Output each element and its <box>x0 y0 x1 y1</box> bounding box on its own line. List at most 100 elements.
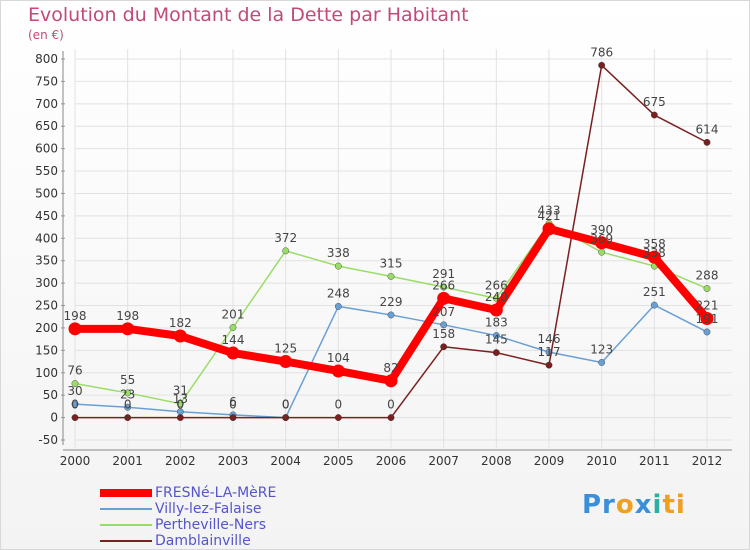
y-tick-label: 650 <box>35 119 58 133</box>
series-lines <box>68 61 714 421</box>
logo-letter: Pr <box>582 490 616 520</box>
data-point <box>387 272 395 280</box>
y-tick-label: 250 <box>35 299 58 313</box>
y-tick-label: 150 <box>35 343 58 357</box>
y-tick-label: 450 <box>35 209 58 223</box>
data-point <box>650 111 658 119</box>
data-point <box>700 312 714 326</box>
data-label: 288 <box>696 268 719 282</box>
legend-label: Villy-lez-Falaise <box>155 501 262 517</box>
data-label: 158 <box>432 327 455 341</box>
y-tick-label: 750 <box>35 74 58 88</box>
data-label: 358 <box>643 237 666 251</box>
data-point <box>545 361 553 369</box>
y-tick-label: 200 <box>35 321 58 335</box>
data-label: 117 <box>538 345 561 359</box>
data-label: 338 <box>643 246 666 260</box>
y-tick-label: -50 <box>38 433 58 447</box>
y-tick-label: 500 <box>35 186 58 200</box>
data-point <box>598 61 606 69</box>
y-tick-label: 400 <box>35 231 58 245</box>
y-tick-label: 600 <box>35 142 58 156</box>
data-label: 229 <box>380 295 403 309</box>
data-point <box>334 262 342 270</box>
data-label: 82 <box>383 361 398 375</box>
data-label: 55 <box>120 373 135 387</box>
data-point <box>437 291 451 305</box>
data-point <box>650 301 658 309</box>
data-point <box>173 329 187 343</box>
axes: -500501001502002503003504004505005506006… <box>35 51 732 468</box>
data-label: 221 <box>696 299 719 313</box>
data-label: 23 <box>120 387 135 401</box>
data-point <box>282 247 290 255</box>
legend-swatch <box>100 508 152 510</box>
data-label: 183 <box>485 316 508 330</box>
data-point <box>492 332 500 339</box>
data-point <box>703 285 711 292</box>
data-point <box>124 414 132 421</box>
x-tick-label: 2008 <box>481 454 512 468</box>
data-label: 0 <box>71 398 79 412</box>
data-label: 201 <box>222 307 245 321</box>
data-label: 786 <box>590 45 613 59</box>
data-label: 76 <box>67 364 82 378</box>
data-label: 182 <box>169 316 192 330</box>
data-point <box>489 303 503 317</box>
data-point <box>176 400 184 408</box>
data-point <box>331 364 345 378</box>
data-label: 291 <box>432 267 455 281</box>
y-tick-label: 50 <box>43 388 58 402</box>
data-point <box>124 403 132 411</box>
data-point <box>71 380 79 387</box>
x-tick-label: 2007 <box>428 454 459 468</box>
y-tick-label: 100 <box>35 366 58 380</box>
data-point <box>647 250 661 264</box>
data-point <box>440 343 448 351</box>
data-label: 614 <box>696 122 719 136</box>
data-label: 266 <box>485 278 508 292</box>
x-tick-label: 2011 <box>639 454 670 468</box>
data-point <box>598 248 606 256</box>
data-label: 338 <box>327 246 350 260</box>
legend-label: Damblainville <box>155 533 251 549</box>
data-label: 104 <box>327 351 350 365</box>
legend-label: Pertheville-Ners <box>155 517 267 533</box>
data-label: 146 <box>538 332 561 346</box>
legend-swatch <box>100 489 152 497</box>
data-label: 372 <box>274 231 297 245</box>
data-label: 369 <box>590 232 613 246</box>
data-point <box>387 311 395 319</box>
data-label: 248 <box>327 286 350 300</box>
data-label: 390 <box>590 223 613 237</box>
data-point <box>229 324 237 331</box>
data-point <box>226 346 240 360</box>
y-tick-label: 0 <box>50 411 58 425</box>
data-label: 30 <box>67 384 82 398</box>
legend-swatch <box>100 524 152 526</box>
data-label: 6 <box>229 395 237 409</box>
data-label: 31 <box>173 384 188 398</box>
logo-letter: x <box>634 490 653 520</box>
data-point <box>279 355 293 369</box>
legend-label: FRESNé-LA-MèRE <box>155 485 277 501</box>
data-point <box>703 328 711 336</box>
x-tick-label: 2004 <box>270 454 301 468</box>
data-point <box>595 236 609 250</box>
y-tick-label: 800 <box>35 52 58 66</box>
data-label: 315 <box>380 256 403 270</box>
chart-title: Evolution du Montant de la Dette par Hab… <box>28 4 469 26</box>
proxiti-logo: Proxiti <box>582 490 686 520</box>
data-label: 0 <box>387 398 395 412</box>
data-label: 0 <box>282 398 290 412</box>
data-point <box>68 322 82 336</box>
x-tick-label: 2006 <box>376 454 407 468</box>
x-tick-label: 2010 <box>586 454 617 468</box>
x-tick-label: 2003 <box>218 454 249 468</box>
data-label: 198 <box>116 309 139 323</box>
x-tick-label: 2005 <box>323 454 354 468</box>
data-label: 125 <box>274 342 297 356</box>
data-point <box>229 414 237 421</box>
data-labels: 198 1981821441251048226624042139035822130… <box>64 45 719 411</box>
